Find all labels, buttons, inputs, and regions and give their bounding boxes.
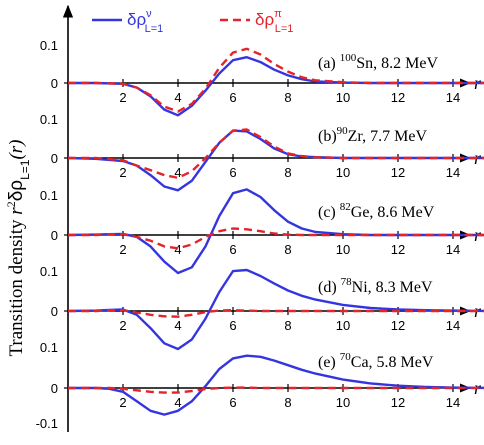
- x-tick-label: 14: [446, 242, 460, 257]
- x-tick-label: 10: [336, 395, 350, 410]
- y-tick-label: -0.1: [36, 416, 58, 431]
- x-tick-label: 6: [229, 318, 236, 333]
- panel-label-b: (b)90Zr, 7.7 MeV: [318, 125, 427, 145]
- panel-label-d: (d) 78Ni, 8.3 MeV: [318, 276, 433, 296]
- y-tick-label: 0: [51, 381, 58, 396]
- x-tick-label: 4: [174, 242, 181, 257]
- x-tick-label: 2: [119, 90, 126, 105]
- x-tick-label: 10: [336, 90, 350, 105]
- panel-label-a: (a) 100Sn, 8.2 MeV: [318, 52, 438, 72]
- neutron-curve-e: [68, 354, 484, 416]
- x-tick-label: 8: [284, 318, 291, 333]
- proton-curve-b: [68, 128, 484, 179]
- x-tick-label: 4: [174, 395, 181, 410]
- y-axis-label: Transition density r2δρL=1(r): [4, 139, 32, 356]
- panel-label-c: (c) 82Ge, 8.6 MeV: [318, 201, 435, 221]
- x-tick-label: 14: [446, 395, 460, 410]
- y-tick-label: 0: [51, 151, 58, 166]
- x-tick-label: 2: [119, 165, 126, 180]
- x-tick-label: 8: [284, 395, 291, 410]
- x-tick-label: 2: [119, 242, 126, 257]
- proton-curve-d: [68, 309, 484, 318]
- x-tick-label: 12: [391, 318, 405, 333]
- x-tick-label: 4: [174, 165, 181, 180]
- x-tick-label: 10: [336, 318, 350, 333]
- x-tick-label: 14: [446, 318, 460, 333]
- x-tick-label: 4: [174, 90, 181, 105]
- x-tick-label: 6: [229, 90, 236, 105]
- y-tick-label: 0.1: [40, 264, 58, 279]
- x-tick-label: 14: [446, 165, 460, 180]
- y-tick-label: 0: [51, 228, 58, 243]
- x-tick-label: 12: [391, 395, 405, 410]
- y-tick-label: 0: [51, 76, 58, 91]
- x-tick-label: 6: [229, 242, 236, 257]
- x-tick-label: 8: [284, 165, 291, 180]
- x-tick-label: 12: [391, 165, 405, 180]
- legend-label-neutron: δρν L=1: [127, 8, 163, 35]
- x-tick-label: 8: [284, 242, 291, 257]
- x-tick-label: 12: [391, 242, 405, 257]
- legend: δρν L=1 δρπ L=1: [92, 8, 293, 35]
- x-tick-label: 10: [336, 242, 350, 257]
- x-tick-label: 12: [391, 90, 405, 105]
- x-tick-label: 4: [174, 318, 181, 333]
- neutron-curve-c: [67, 188, 484, 275]
- x-tick-label: 14: [446, 90, 460, 105]
- y-tick-label: 0: [51, 304, 58, 319]
- neutron-curve-d: [67, 268, 484, 351]
- y-tick-label: 0.1: [40, 188, 58, 203]
- x-tick-label: 2: [119, 318, 126, 333]
- proton-curve-a: [68, 47, 484, 113]
- y-tick-label: 0.1: [40, 340, 58, 355]
- proton-curve-c: [68, 227, 484, 250]
- x-tick-label: 8: [284, 90, 291, 105]
- y-tick-label: 0.1: [40, 38, 58, 53]
- panel-label-e: (e) 70Ca, 5.8 MeV: [318, 351, 434, 371]
- x-tick-label: 10: [336, 165, 350, 180]
- x-tick-label: 2: [119, 395, 126, 410]
- neutron-curve-a: [68, 56, 484, 117]
- proton-curve-e: [68, 386, 484, 394]
- x-tick-label: 6: [229, 165, 236, 180]
- y-tick-label: 0.1: [40, 112, 58, 127]
- legend-label-proton: δρπ L=1: [255, 8, 293, 35]
- x-tick-label: 6: [229, 395, 236, 410]
